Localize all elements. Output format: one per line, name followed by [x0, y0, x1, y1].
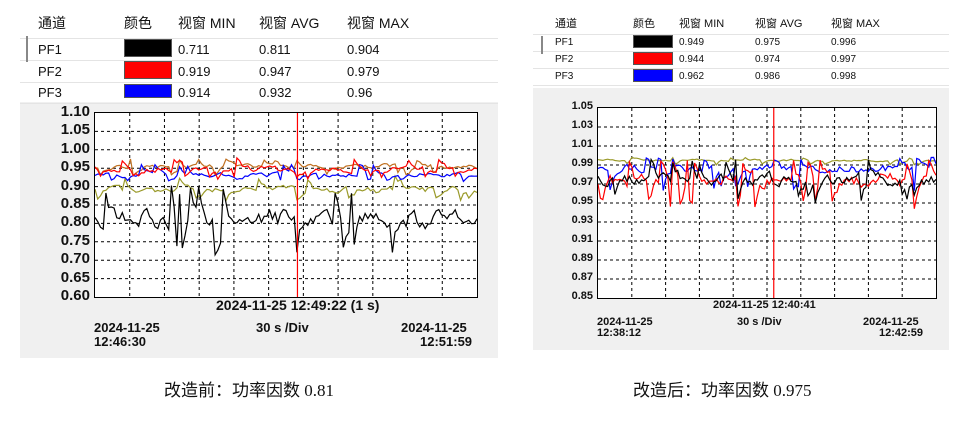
- header-max: 视窗 MAX: [341, 8, 498, 39]
- header-color: 颜色: [118, 8, 172, 39]
- y-tick-label: 1.10: [60, 103, 90, 120]
- start-time: 12:46:30: [94, 334, 147, 349]
- header-max: 视窗 MAX: [825, 12, 949, 35]
- series-line-extra-1: [95, 174, 477, 203]
- start-time: 12:38:12: [597, 327, 642, 339]
- plot-area[interactable]: [597, 107, 937, 299]
- y-tick-label: 0.91: [571, 233, 593, 246]
- y-tick-label: 1.01: [571, 138, 593, 151]
- chart-panel-before: 通道 颜色 视窗 MIN 视窗 AVG 视窗 MAX PF1 0.711 0.8…: [20, 8, 498, 358]
- min-value: 0.962: [673, 68, 749, 86]
- avg-value: 0.947: [253, 60, 341, 83]
- y-tick-label: 0.95: [60, 158, 90, 176]
- series-line-extra-0: [95, 158, 477, 177]
- max-value: 0.96: [341, 82, 498, 104]
- series-line-extra-0: [598, 156, 936, 166]
- color-swatch: [124, 60, 172, 79]
- max-value: 0.996: [825, 34, 949, 52]
- channel-label: PF1: [20, 38, 118, 61]
- y-tick-label: 0.87: [571, 271, 593, 284]
- plot-area[interactable]: [94, 112, 478, 298]
- header-avg: 视窗 AVG: [749, 12, 825, 35]
- legend-row-pf3[interactable]: PF3 0.962 0.986 0.998: [533, 68, 949, 86]
- cursor-timestamp: 2024-11-25 12:49:22 (1 s): [216, 297, 380, 313]
- y-tick-label: 0.99: [571, 157, 593, 170]
- start-date: 2024-11-25: [94, 320, 160, 335]
- header-min: 视窗 MIN: [172, 8, 253, 39]
- legend-table: 通道 颜色 视窗 MIN 视窗 AVG 视窗 MAX PF1 0.949 0.9…: [533, 12, 949, 88]
- y-tick-label: 0.97: [571, 176, 593, 189]
- time-division: 30 s /Div: [256, 320, 309, 335]
- start-date: 2024-11-25: [597, 316, 653, 328]
- min-value: 0.944: [673, 51, 749, 69]
- y-tick-label: 0.80: [60, 213, 90, 231]
- line-chart: [598, 108, 936, 298]
- splitter-grip[interactable]: [26, 36, 28, 62]
- splitter-grip[interactable]: [541, 36, 543, 54]
- legend-row-pf1[interactable]: PF1 0.949 0.975 0.996: [533, 34, 949, 52]
- series-line-pf2: [95, 156, 477, 181]
- legend-row-pf2[interactable]: PF2 0.919 0.947 0.979: [20, 60, 498, 83]
- y-tick-label: 0.93: [571, 214, 593, 227]
- y-tick-label: 0.90: [60, 176, 90, 194]
- legend-row-pf3[interactable]: PF3 0.914 0.932 0.96: [20, 82, 498, 104]
- y-tick-label: 0.65: [60, 268, 90, 286]
- line-chart: [95, 113, 477, 297]
- max-value: 0.998: [825, 68, 949, 86]
- color-swatch: [633, 34, 673, 48]
- series-line-pf1: [95, 185, 477, 257]
- legend-row-pf1[interactable]: PF1 0.711 0.811 0.904: [20, 38, 498, 61]
- series-line-pf3: [95, 163, 477, 183]
- color-swatch: [633, 68, 673, 82]
- y-tick-label: 1.05: [60, 121, 90, 139]
- header-channel: 通道: [20, 8, 118, 39]
- max-value: 0.979: [341, 60, 498, 83]
- y-tick-label: 0.70: [60, 250, 90, 268]
- legend-table: 通道 颜色 视窗 MIN 视窗 AVG 视窗 MAX PF1 0.711 0.8…: [20, 8, 498, 104]
- end-date: 2024-11-25: [863, 316, 919, 328]
- series-line-pf1: [598, 157, 936, 204]
- legend-row-pf2[interactable]: PF2 0.944 0.974 0.997: [533, 51, 949, 69]
- color-swatch: [633, 51, 673, 65]
- header-min: 视窗 MIN: [673, 12, 749, 35]
- channel-label: PF2: [20, 60, 118, 83]
- y-tick-label: 0.85: [60, 195, 90, 212]
- y-tick-label: 1.03: [571, 119, 593, 132]
- channel-label: PF3: [20, 82, 118, 104]
- max-value: 0.997: [825, 51, 949, 69]
- avg-value: 0.974: [749, 51, 825, 69]
- min-value: 0.711: [172, 38, 253, 61]
- end-date: 2024-11-25: [401, 320, 467, 335]
- min-value: 0.919: [172, 60, 253, 83]
- avg-value: 0.975: [749, 34, 825, 52]
- header-channel: 通道: [533, 12, 627, 35]
- y-tick-label: 1.00: [60, 139, 90, 157]
- min-value: 0.914: [172, 82, 253, 104]
- channel-label: PF3: [533, 68, 627, 86]
- y-tick-label: 0.95: [571, 195, 593, 208]
- caption-before: 改造前：功率因数 0.81: [164, 381, 334, 400]
- header-avg: 视窗 AVG: [253, 8, 341, 39]
- max-value: 0.904: [341, 38, 498, 61]
- color-swatch: [124, 38, 172, 57]
- caption-after: 改造后：功率因数 0.975: [633, 381, 812, 400]
- min-value: 0.949: [673, 34, 749, 52]
- y-tick-label: 1.05: [571, 100, 593, 113]
- avg-value: 0.986: [749, 68, 825, 86]
- end-time: 12:42:59: [879, 327, 924, 339]
- color-swatch: [124, 84, 172, 98]
- end-time: 12:51:59: [420, 334, 473, 349]
- channel-label: PF1: [533, 34, 627, 52]
- chart-panel-after: 通道 颜色 视窗 MIN 视窗 AVG 视窗 MAX PF1 0.949 0.9…: [533, 12, 949, 350]
- avg-value: 0.932: [253, 82, 341, 104]
- cursor-timestamp: 2024-11-25 12:40:41: [713, 299, 816, 311]
- channel-label: PF2: [533, 51, 627, 69]
- y-tick-label: 0.89: [571, 252, 593, 265]
- y-tick-label: 0.85: [571, 290, 593, 303]
- y-tick-label: 0.60: [60, 287, 90, 304]
- avg-value: 0.811: [253, 38, 341, 61]
- header-color: 颜色: [627, 12, 673, 35]
- time-division: 30 s /Div: [737, 316, 782, 328]
- y-tick-label: 0.75: [60, 231, 90, 249]
